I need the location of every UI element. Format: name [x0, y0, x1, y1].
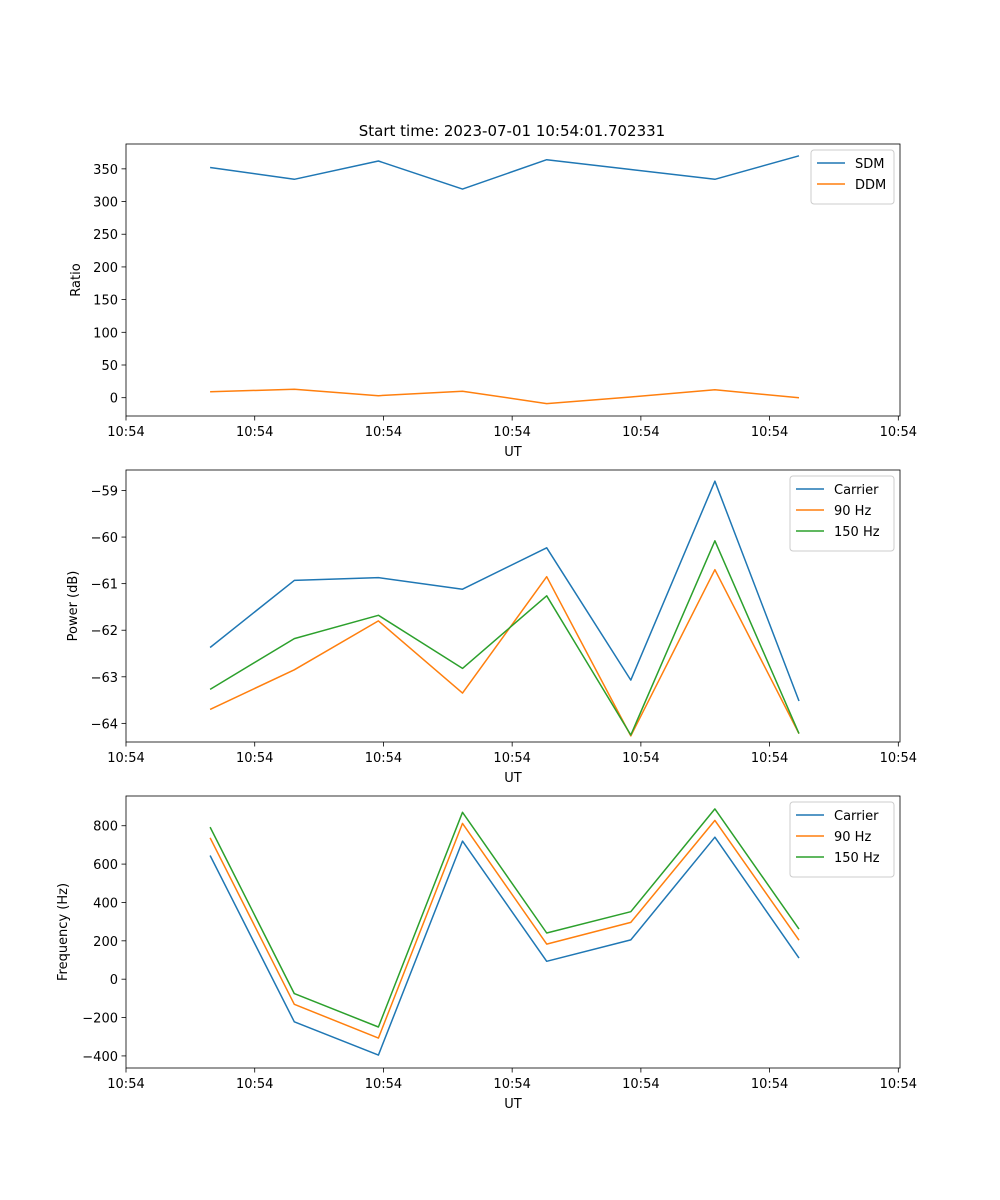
- x-tick-label: 10:54: [107, 1077, 144, 1092]
- x-tick-label: 10:54: [236, 751, 273, 766]
- y-tick-label: 150: [93, 294, 118, 309]
- y-tick-label: 200: [93, 261, 118, 276]
- x-tick-label: 10:54: [622, 751, 659, 766]
- y-axis-label: Frequency (Hz): [56, 883, 71, 981]
- series-line-sdm: [209, 155, 800, 190]
- y-tick-label: −64: [91, 717, 118, 732]
- x-tick-label: 10:54: [493, 1077, 530, 1092]
- y-tick-label: 200: [93, 935, 118, 950]
- x-tick-label: 10:54: [365, 1077, 402, 1092]
- y-tick-label: 350: [93, 163, 118, 178]
- x-tick-label: 10:54: [880, 1077, 917, 1092]
- series-line-carrier: [209, 836, 800, 1056]
- series-line-150-hz: [209, 808, 800, 1028]
- axes-frame: [125, 143, 901, 417]
- y-tick-label: 0: [110, 392, 118, 407]
- y-axis-label: Ratio: [69, 263, 84, 296]
- ratio-panel: 10:5410:5410:5410:5410:5410:5410:5410:55…: [69, 143, 917, 460]
- x-tick-label: 10:54: [236, 1077, 273, 1092]
- figure-title: Start time: 2023-07-01 10:54:01.702331: [359, 122, 665, 140]
- legend: SDM DDM: [810, 149, 895, 205]
- y-tick-label: 0: [110, 973, 118, 988]
- series-line-90-hz: [209, 819, 800, 1039]
- y-tick-label: 100: [93, 326, 118, 341]
- legend-box: [789, 801, 895, 878]
- series-line-ddm: [210, 388, 800, 405]
- x-tick-label: 10:54: [236, 425, 273, 440]
- x-tick-label: 10:54: [365, 751, 402, 766]
- x-tick-label: 10:54: [622, 1077, 659, 1092]
- y-axis-label: Power (dB): [66, 571, 81, 642]
- x-tick-label: 10:54: [493, 425, 530, 440]
- y-tick-label: −62: [91, 624, 118, 639]
- series-line-carrier: [209, 480, 800, 702]
- legend-label: SDM: [855, 157, 884, 172]
- x-tick-label: 10:54: [365, 425, 402, 440]
- axes-frame: [125, 469, 901, 743]
- y-tick-label: 50: [101, 359, 118, 374]
- legend-label: Carrier: [834, 483, 879, 498]
- legend-label: 150 Hz: [834, 525, 880, 540]
- y-tick-label: 250: [93, 228, 118, 243]
- legend: Carrier 90 Hz 150 Hz: [789, 801, 895, 878]
- y-tick-label: −61: [91, 578, 118, 593]
- x-tick-label: 10:54: [880, 751, 917, 766]
- x-axis-label: UT: [504, 771, 522, 786]
- power-panel: 10:5410:5410:5410:5410:5410:5410:5410:55…: [66, 469, 917, 786]
- x-tick-label: 10:54: [107, 425, 144, 440]
- x-tick-label: 10:54: [493, 751, 530, 766]
- y-tick-label: 600: [93, 858, 118, 873]
- y-tick-label: −200: [82, 1012, 118, 1027]
- x-axis-label: UT: [504, 445, 522, 460]
- y-tick-label: −63: [91, 671, 118, 686]
- legend-box: [789, 475, 895, 552]
- legend-label: Carrier: [834, 809, 879, 824]
- series-line-90-hz: [209, 568, 800, 737]
- x-tick-label: 10:54: [751, 1077, 788, 1092]
- x-tick-label: 10:54: [622, 425, 659, 440]
- legend-label: 150 Hz: [834, 851, 880, 866]
- x-tick-label: 10:54: [880, 425, 917, 440]
- y-tick-label: 400: [93, 896, 118, 911]
- series-line-150-hz: [209, 540, 800, 736]
- y-tick-label: −59: [91, 484, 118, 499]
- legend: Carrier 90 Hz 150 Hz: [789, 475, 895, 552]
- legend-label: 90 Hz: [834, 504, 871, 519]
- axes-frame: [125, 795, 901, 1069]
- frequency-panel: 10:5410:5410:5410:5410:5410:5410:5410:55…: [56, 795, 917, 1112]
- y-tick-label: −400: [82, 1050, 118, 1065]
- legend-label: 90 Hz: [834, 830, 871, 845]
- y-tick-label: 300: [93, 196, 118, 211]
- x-tick-label: 10:54: [107, 751, 144, 766]
- x-tick-label: 10:54: [751, 425, 788, 440]
- x-axis-label: UT: [504, 1097, 522, 1112]
- y-tick-label: −60: [91, 531, 118, 546]
- y-tick-label: 800: [93, 820, 118, 835]
- legend-label: DDM: [855, 178, 886, 193]
- x-tick-label: 10:54: [751, 751, 788, 766]
